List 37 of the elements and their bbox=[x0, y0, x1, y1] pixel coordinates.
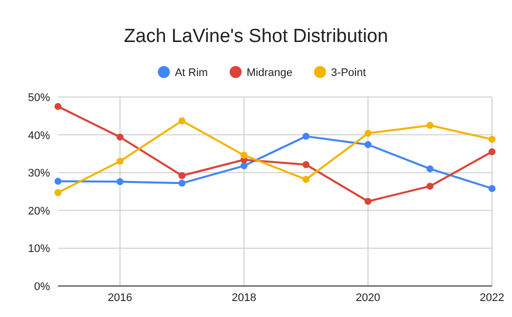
legend-label: At Rim bbox=[174, 67, 208, 79]
point bbox=[426, 182, 434, 190]
point bbox=[364, 130, 372, 137]
x-tick-label: 2018 bbox=[232, 292, 256, 304]
point bbox=[54, 189, 62, 196]
y-tick-label: 30% bbox=[28, 168, 50, 180]
point bbox=[488, 184, 496, 192]
point bbox=[302, 161, 310, 168]
legend-label: 3-Point bbox=[331, 67, 366, 79]
point bbox=[240, 152, 248, 159]
point bbox=[426, 165, 434, 172]
point bbox=[116, 134, 124, 141]
y-tick-label: 0% bbox=[34, 281, 50, 293]
point bbox=[426, 122, 434, 129]
y-tick-label: 10% bbox=[28, 243, 50, 256]
x-tick-label: 2020 bbox=[356, 292, 380, 304]
point bbox=[488, 136, 496, 143]
point bbox=[116, 158, 124, 165]
point bbox=[364, 141, 372, 148]
y-tick-label: 40% bbox=[28, 130, 50, 142]
point bbox=[240, 162, 248, 170]
x-tick-label: 2016 bbox=[108, 292, 132, 304]
point bbox=[116, 178, 124, 186]
point bbox=[302, 176, 310, 183]
y-tick-label: 20% bbox=[28, 205, 50, 218]
legend-label: Midrange bbox=[246, 67, 293, 79]
point bbox=[302, 132, 310, 140]
point bbox=[54, 178, 62, 185]
y-tick-label: 50% bbox=[28, 92, 50, 104]
x-tick-label: 2022 bbox=[480, 292, 504, 304]
point bbox=[178, 180, 186, 187]
point bbox=[178, 172, 186, 180]
chart-title: Zach LaVine's Shot Distribution bbox=[124, 26, 388, 47]
point bbox=[364, 198, 372, 205]
point bbox=[178, 117, 186, 124]
point bbox=[488, 148, 496, 156]
point bbox=[54, 102, 62, 110]
